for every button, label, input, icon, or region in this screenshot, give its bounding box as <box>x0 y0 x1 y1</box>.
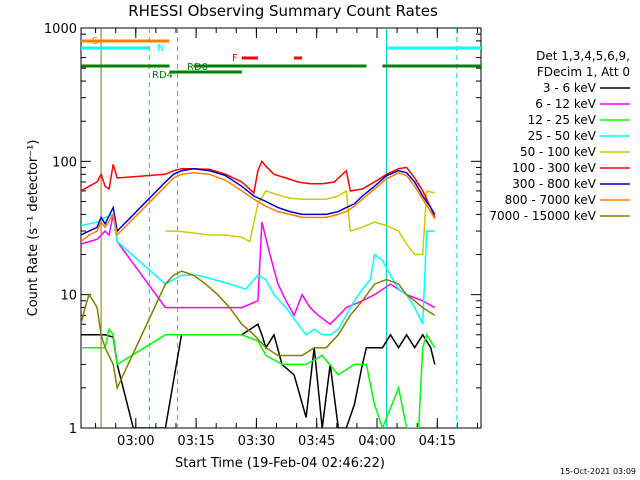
x-tick-label: 04:15 <box>419 434 456 449</box>
x-tick-label: 03:00 <box>117 434 154 449</box>
legend-header-line-1: Det 1,3,4,5,6,9, <box>536 49 630 63</box>
flag-s-label: S <box>92 36 98 47</box>
plot-area: 1 10 100 1000 03:00 03:15 03:30 03:45 04:00 04:15… <box>44 22 482 449</box>
x-axis-label: Start Time (19-Feb-04 02:46:22) <box>175 456 385 471</box>
series-line <box>81 167 436 236</box>
series-line <box>81 327 436 428</box>
legend-label: 800 - 7000 keV <box>505 193 597 207</box>
x-tick-label: 04:00 <box>358 434 395 449</box>
chart-title: RHESSI Observing Summary Count Rates <box>128 2 438 20</box>
plot-frame <box>80 27 482 429</box>
legend-header-line-2: FDecim 1, Att 0 <box>537 65 630 79</box>
y-tick-label: 100 <box>52 155 77 170</box>
series-line <box>81 270 436 391</box>
legend: 3 - 6 keV 6 - 12 keV 12 - 25 keV 25 - 50 ke… <box>489 81 630 223</box>
legend-label: 7000 - 15000 keV <box>489 209 596 223</box>
x-tick-label: 03:30 <box>238 434 275 449</box>
y-tick-label: 10 <box>60 289 77 304</box>
flag-rd4-label: RD4 <box>152 70 173 81</box>
y-axis-label: Count Rate (s⁻¹ detector⁻¹) <box>26 140 41 317</box>
legend-label: 3 - 6 keV <box>543 81 597 95</box>
series-line <box>81 159 436 218</box>
flag-rd0-label: RD0 <box>187 62 208 73</box>
legend-label: 100 - 300 keV <box>512 161 596 175</box>
legend-label: 6 - 12 keV <box>535 97 597 111</box>
legend-label: 300 - 800 keV <box>512 177 596 191</box>
y-tick-label: 1 <box>69 422 77 437</box>
series-line <box>81 213 435 336</box>
series-line <box>81 214 436 326</box>
flag-n-label: N <box>157 43 164 54</box>
legend-label: 50 - 100 keV <box>520 145 597 159</box>
x-tick-label: 03:45 <box>298 434 335 449</box>
flag-f-label: F <box>232 53 238 64</box>
series-line <box>165 189 435 256</box>
x-tick-label: 03:15 <box>177 434 214 449</box>
y-tick-label: 1000 <box>44 22 77 37</box>
legend-label: 25 - 50 keV <box>528 129 597 143</box>
series-line <box>81 171 436 243</box>
legend-label: 12 - 25 keV <box>528 113 597 127</box>
footer-timestamp: 15-Oct-2021 03:09 <box>560 467 636 476</box>
